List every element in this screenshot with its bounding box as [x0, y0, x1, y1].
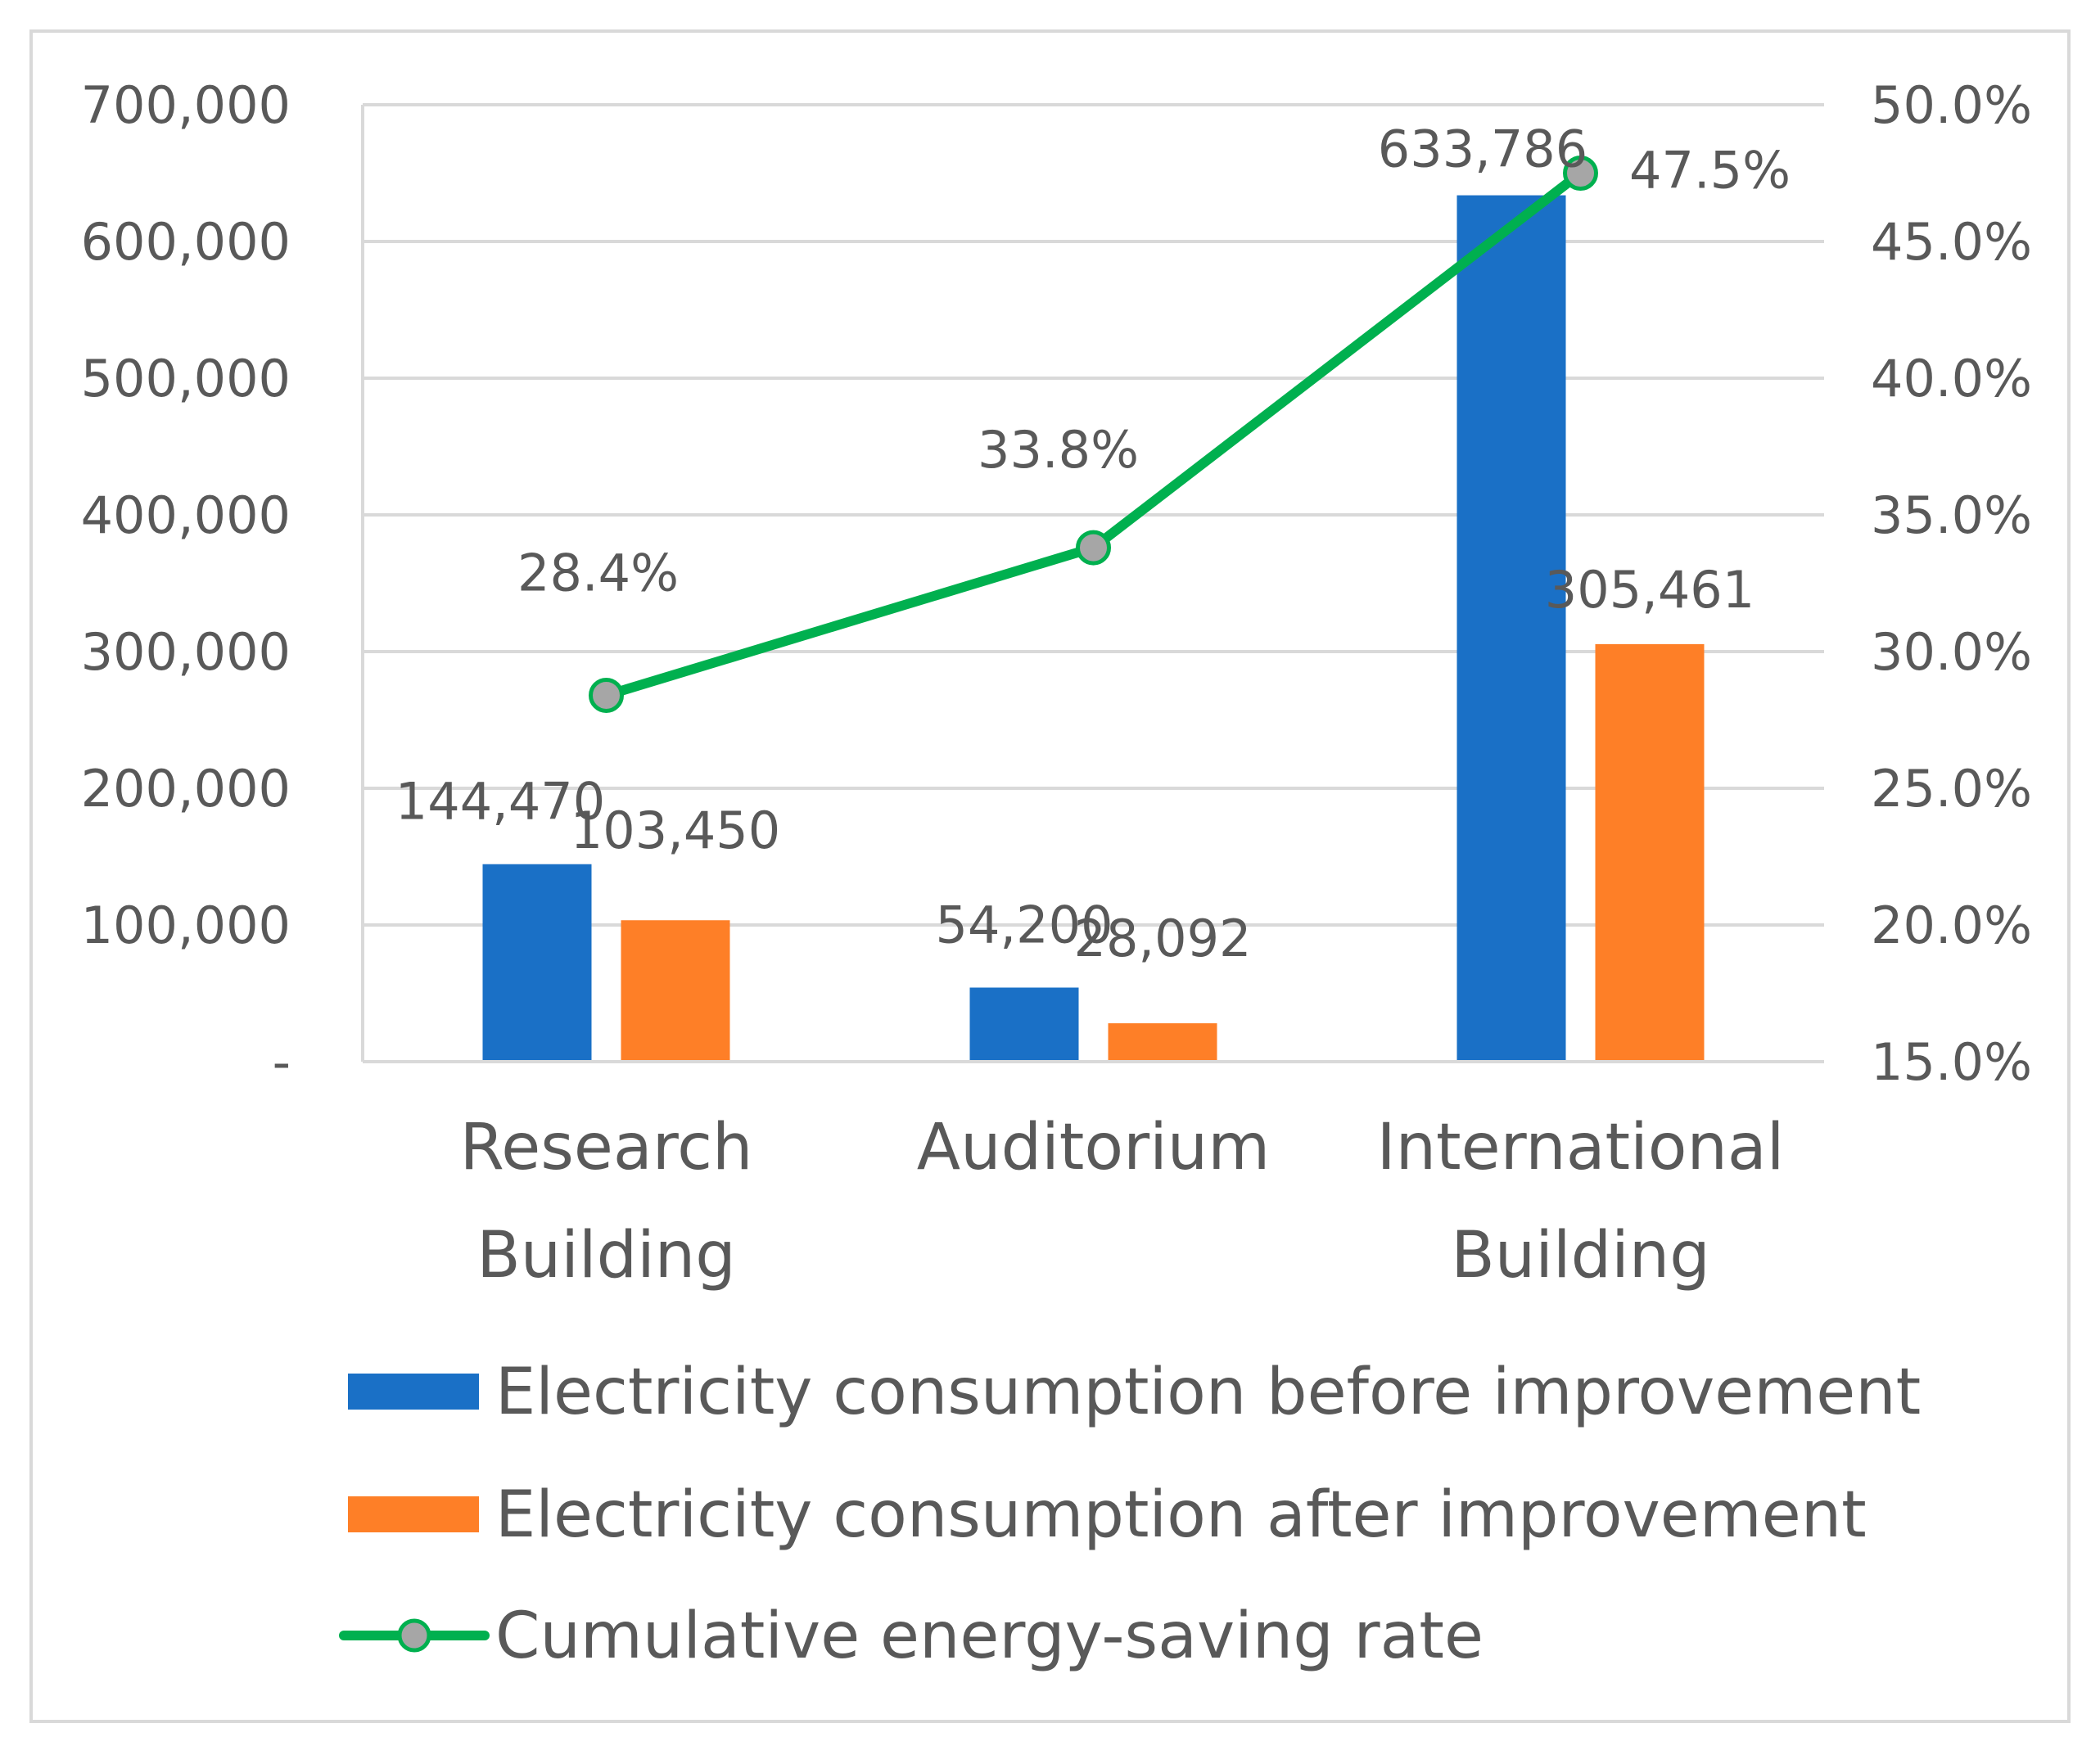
- gridlines: [363, 103, 1824, 927]
- right-axis-tick-label: 50.0%: [1871, 75, 2032, 135]
- right-axis-tick-label: 25.0%: [1871, 759, 2032, 819]
- left-axis-tick-label: -: [273, 1032, 291, 1092]
- left-axis-tick-label: 200,000: [81, 759, 291, 819]
- bar-data-label: 103,450: [571, 801, 780, 860]
- rate-marker: [589, 677, 624, 713]
- left-axis-tick-label: 300,000: [81, 622, 291, 682]
- data-labels: 144,470 54,200 633,786 103,450 28,092 305,461…: [395, 120, 1791, 969]
- bar-after: [1595, 643, 1705, 1062]
- legend-swatch-bar: [348, 1374, 479, 1410]
- category-label: Auditorium: [917, 1111, 1270, 1184]
- chart-border: [29, 29, 2071, 1723]
- right-axis-tick-label: 30.0%: [1871, 622, 2032, 682]
- legend-label: Electricity consumption before improveme…: [495, 1356, 1921, 1429]
- right-axis-tick-label: 45.0%: [1871, 212, 2032, 272]
- rate-data-label: 33.8%: [978, 420, 1139, 480]
- bar-after: [1108, 1023, 1217, 1062]
- right-axis-tick-label: 35.0%: [1871, 485, 2032, 545]
- category-label: Building: [1451, 1219, 1709, 1293]
- legend-label: Electricity consumption after improvemen…: [495, 1478, 1867, 1552]
- bar-data-label: 633,786: [1378, 120, 1587, 179]
- left-axis-tick-label: 500,000: [81, 349, 291, 408]
- rate-marker: [1076, 530, 1111, 566]
- bars: [482, 195, 1705, 1062]
- left-axis-tick-label: 600,000: [81, 212, 291, 272]
- right-axis-tick-label: 20.0%: [1871, 896, 2032, 955]
- line-series: [589, 156, 1598, 713]
- legend: Electricity consumption before improveme…: [339, 1356, 1921, 1673]
- bar-before: [482, 864, 592, 1062]
- bar-data-label: 144,470: [395, 772, 605, 832]
- category-label: Research: [460, 1111, 753, 1184]
- legend-swatch-marker: [397, 1618, 431, 1653]
- bar-after: [621, 920, 730, 1062]
- category-label: International: [1377, 1111, 1785, 1184]
- legend-label: Cumulative energy-saving rate: [495, 1599, 1484, 1673]
- rate-data-label: 28.4%: [517, 543, 679, 602]
- bar-before: [969, 987, 1079, 1062]
- left-axis-tick-label: 700,000: [81, 75, 291, 135]
- rate-data-label: 47.5%: [1629, 141, 1791, 201]
- rate-marker: [1563, 156, 1598, 191]
- axes: - 100,000 200,000 300,000 400,000 500,000 600,…: [81, 75, 2032, 1293]
- bar-data-label: 305,461: [1545, 560, 1755, 620]
- category-label: Building: [476, 1219, 735, 1293]
- left-axis-tick-label: 400,000: [81, 485, 291, 545]
- left-axis-tick-label: 100,000: [81, 896, 291, 955]
- bar-before: [1456, 195, 1566, 1062]
- right-axis-tick-label: 40.0%: [1871, 349, 2032, 408]
- legend-swatch-bar: [348, 1496, 479, 1532]
- bar-data-label: 28,092: [1074, 909, 1252, 968]
- bar-data-label: 54,200: [936, 895, 1113, 954]
- right-axis-tick-label: 15.0%: [1871, 1032, 2032, 1092]
